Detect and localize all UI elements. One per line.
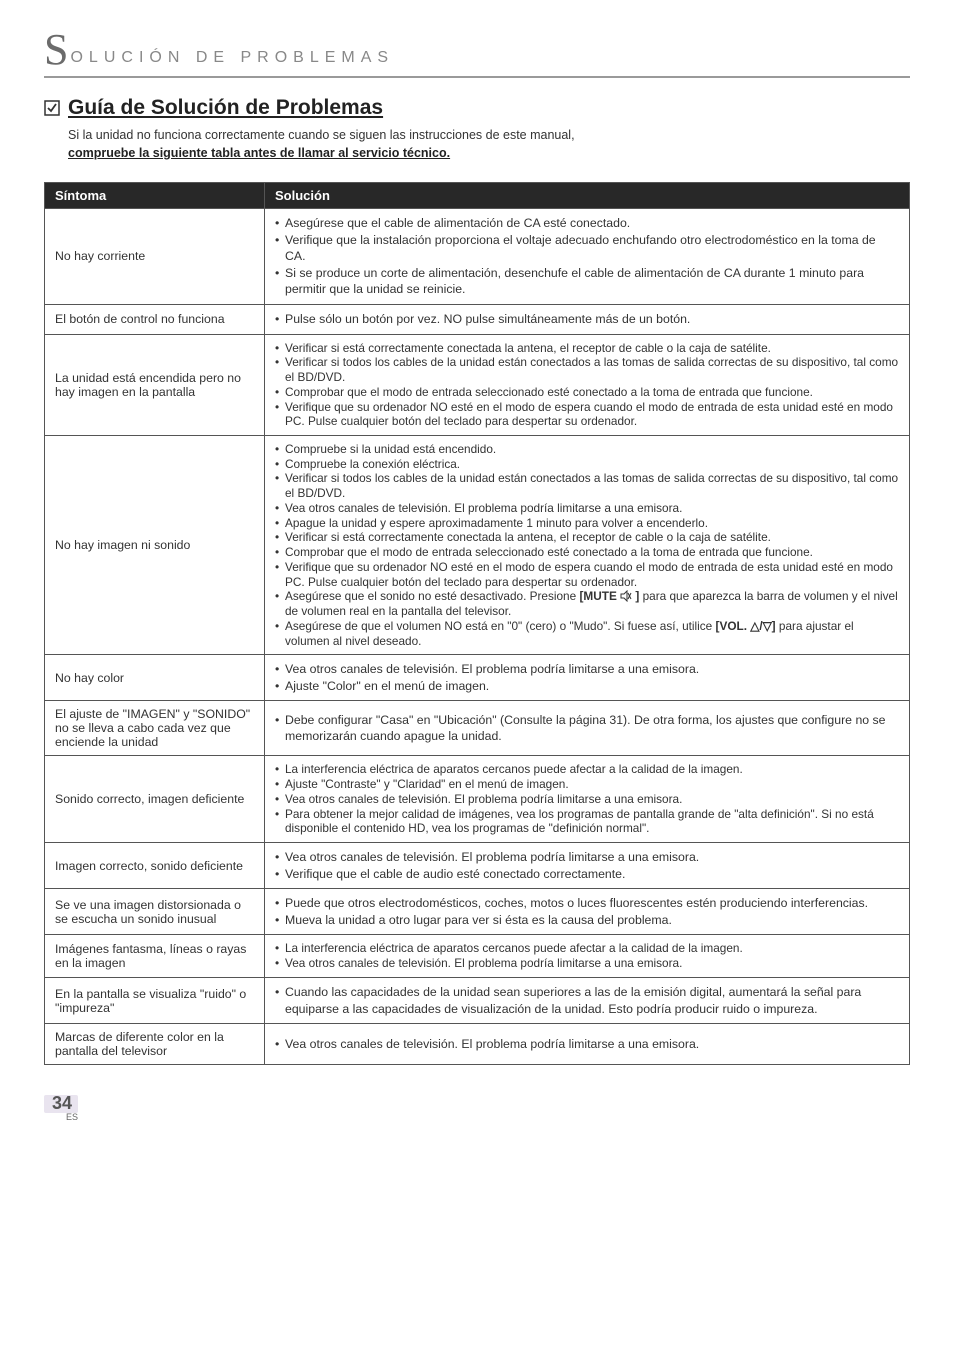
symptom-cell: Imágenes fantasma, líneas o rayas en la …	[45, 935, 265, 977]
solution-item: Vea otros canales de televisión. El prob…	[275, 1036, 899, 1053]
col-solution: Solución	[265, 183, 910, 209]
col-symptom: Síntoma	[45, 183, 265, 209]
solution-item: La interferencia eléctrica de aparatos c…	[275, 762, 899, 777]
subheader-row: Guía de Solución de Problemas	[44, 96, 910, 120]
solution-cell: Asegúrese que el cable de alimentación d…	[265, 209, 910, 305]
solution-item: Vea otros canales de televisión. El prob…	[275, 661, 899, 678]
solution-item: Ajuste "Color" en el menú de imagen.	[275, 678, 899, 695]
table-row: No hay imagen ni sonidoCompruebe si la u…	[45, 435, 910, 654]
solution-item: Verificar si está correctamente conectad…	[275, 530, 899, 545]
solution-list: Pulse sólo un botón por vez. NO pulse si…	[275, 311, 899, 328]
solution-item: Vea otros canales de televisión. El prob…	[275, 792, 899, 807]
solution-item: La interferencia eléctrica de aparatos c…	[275, 941, 899, 956]
solution-item: Comprobar que el modo de entrada selecci…	[275, 385, 899, 400]
symptom-cell: El botón de control no funciona	[45, 304, 265, 334]
table-row: En la pantalla se visualiza "ruido" o "i…	[45, 977, 910, 1023]
page-number: 34	[52, 1093, 72, 1114]
solution-item: Asegúrese que el sonido no esté desactiv…	[275, 589, 899, 618]
solution-cell: La interferencia eléctrica de aparatos c…	[265, 756, 910, 843]
solution-item: Apague la unidad y espere aproximadament…	[275, 516, 899, 531]
solution-list: Puede que otros electrodomésticos, coche…	[275, 895, 899, 928]
table-row: No hay color Vea otros canales de televis…	[45, 655, 910, 701]
solution-item: Verifique que su ordenador NO esté en el…	[275, 560, 899, 589]
solution-list: Vea otros canales de televisión. El prob…	[275, 849, 899, 882]
solution-cell: Pulse sólo un botón por vez. NO pulse si…	[265, 304, 910, 334]
solution-item: Pulse sólo un botón por vez. NO pulse si…	[275, 311, 899, 328]
solution-cell: Compruebe si la unidad está encendido.Co…	[265, 435, 910, 654]
section-header: S OLUCIÓN DE PROBLEMAS	[44, 28, 910, 72]
solution-list: Debe configurar "Casa" en "Ubicación" (C…	[275, 712, 899, 745]
solution-cell: La interferencia eléctrica de aparatos c…	[265, 935, 910, 977]
symptom-cell: No hay corriente	[45, 209, 265, 305]
header-rule	[44, 76, 910, 78]
symptom-cell: Sonido correcto, imagen deficiente	[45, 756, 265, 843]
solution-list: Vea otros canales de televisión. El prob…	[275, 661, 899, 694]
solution-item: Vea otros canales de televisión. El prob…	[275, 501, 899, 516]
symptom-cell: En la pantalla se visualiza "ruido" o "i…	[45, 977, 265, 1023]
symptom-cell: No hay imagen ni sonido	[45, 435, 265, 654]
solution-item: Debe configurar "Casa" en "Ubicación" (C…	[275, 712, 899, 745]
header-initial: S	[44, 28, 68, 72]
table-row: La unidad está encendida pero no hay ima…	[45, 334, 910, 435]
solution-list: Verificar si está correctamente conectad…	[275, 341, 899, 429]
symptom-cell: La unidad está encendida pero no hay ima…	[45, 334, 265, 435]
solution-item: Compruebe la conexión eléctrica.	[275, 457, 899, 472]
table-body: No hay corriente Asegúrese que el cable d…	[45, 209, 910, 1065]
solution-item: Ajuste "Contraste" y "Claridad" en el me…	[275, 777, 899, 792]
solution-item: Verifique que la instalación proporciona…	[275, 232, 899, 265]
solution-item: Vea otros canales de televisión. El prob…	[275, 849, 899, 866]
solution-list: Compruebe si la unidad está encendido.Co…	[275, 442, 899, 648]
footer: 34 ES	[44, 1093, 910, 1122]
table-row: Imagen correcto, sonido deficiente Vea ot…	[45, 843, 910, 889]
solution-item: Comprobar que el modo de entrada selecci…	[275, 545, 899, 560]
header-rest: OLUCIÓN DE PROBLEMAS	[70, 49, 394, 67]
solution-cell: Debe configurar "Casa" en "Ubicación" (C…	[265, 701, 910, 756]
table-row: El botón de control no funciona Pulse sól…	[45, 304, 910, 334]
intro-text: Si la unidad no funciona correctamente c…	[68, 128, 910, 142]
solution-list: La interferencia eléctrica de aparatos c…	[275, 762, 899, 836]
solution-cell: Puede que otros electrodomésticos, coche…	[265, 889, 910, 935]
solution-item: Para obtener la mejor calidad de imágene…	[275, 807, 899, 836]
symptom-cell: Marcas de diferente color en la pantalla…	[45, 1024, 265, 1065]
solution-cell: Cuando las capacidades de la unidad sean…	[265, 977, 910, 1023]
solution-item: Verifique que el cable de audio esté con…	[275, 866, 899, 883]
table-row: Sonido correcto, imagen deficiente La int…	[45, 756, 910, 843]
solution-item: Asegúrese de que el volumen NO está en "…	[275, 619, 899, 648]
solution-item: Verificar si todos los cables de la unid…	[275, 471, 899, 500]
solution-item: Asegúrese que el cable de alimentación d…	[275, 215, 899, 232]
symptom-cell: Imagen correcto, sonido deficiente	[45, 843, 265, 889]
solution-item: Verificar si todos los cables de la unid…	[275, 355, 899, 384]
solution-cell: Vea otros canales de televisión. El prob…	[265, 655, 910, 701]
table-row: Imágenes fantasma, líneas o rayas en la …	[45, 935, 910, 977]
solution-cell: Verificar si está correctamente conectad…	[265, 334, 910, 435]
intro-bold: compruebe la siguiente tabla antes de ll…	[68, 146, 910, 160]
solution-cell: Vea otros canales de televisión. El prob…	[265, 843, 910, 889]
solution-item: Cuando las capacidades de la unidad sean…	[275, 984, 899, 1017]
solution-item: Verifique que su ordenador NO esté en el…	[275, 400, 899, 429]
sub-title: Guía de Solución de Problemas	[68, 96, 383, 120]
page-container: S OLUCIÓN DE PROBLEMAS Guía de Solución …	[0, 0, 954, 1122]
solution-item: Puede que otros electrodomésticos, coche…	[275, 895, 899, 912]
solution-item: Vea otros canales de televisión. El prob…	[275, 956, 899, 971]
table-row: Marcas de diferente color en la pantalla…	[45, 1024, 910, 1065]
table-row: El ajuste de "IMAGEN" y "SONIDO" no se l…	[45, 701, 910, 756]
symptom-cell: El ajuste de "IMAGEN" y "SONIDO" no se l…	[45, 701, 265, 756]
solution-item: Si se produce un corte de alimentación, …	[275, 265, 899, 298]
solution-list: Vea otros canales de televisión. El prob…	[275, 1036, 899, 1053]
checkbox-icon	[44, 100, 60, 116]
solution-item: Mueva la unidad a otro lugar para ver si…	[275, 912, 899, 929]
solution-list: Asegúrese que el cable de alimentación d…	[275, 215, 899, 298]
solution-cell: Vea otros canales de televisión. El prob…	[265, 1024, 910, 1065]
solution-item: Verificar si está correctamente conectad…	[275, 341, 899, 356]
table-row: Se ve una imagen distorsionada o se escu…	[45, 889, 910, 935]
solution-list: La interferencia eléctrica de aparatos c…	[275, 941, 899, 970]
symptom-cell: No hay color	[45, 655, 265, 701]
solution-list: Cuando las capacidades de la unidad sean…	[275, 984, 899, 1017]
troubleshoot-table: Síntoma Solución No hay corriente Asegúre…	[44, 182, 910, 1065]
symptom-cell: Se ve una imagen distorsionada o se escu…	[45, 889, 265, 935]
lang-label: ES	[66, 1112, 910, 1122]
solution-item: Compruebe si la unidad está encendido.	[275, 442, 899, 457]
table-row: No hay corriente Asegúrese que el cable d…	[45, 209, 910, 305]
